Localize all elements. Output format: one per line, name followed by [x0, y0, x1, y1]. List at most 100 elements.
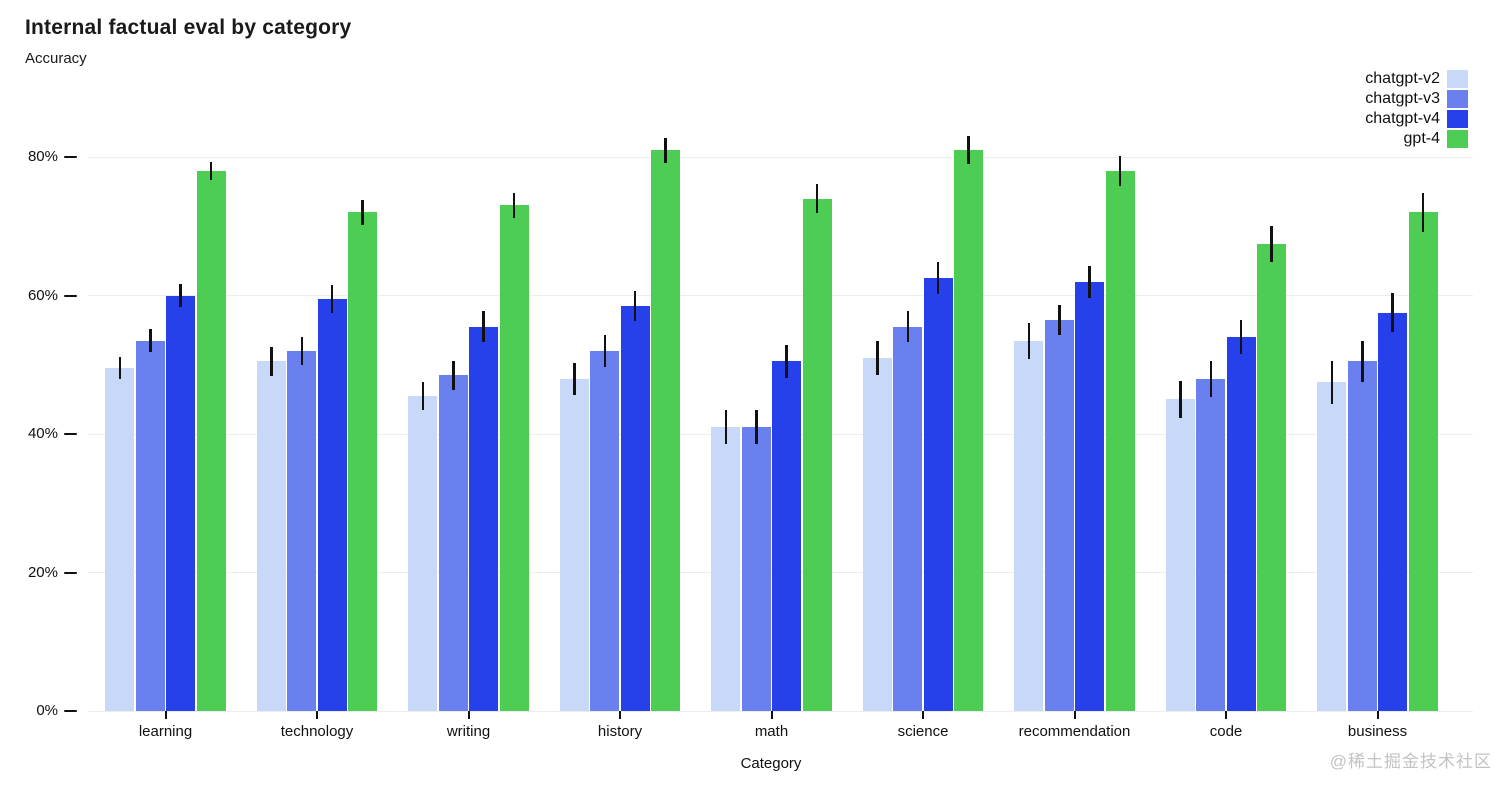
y-axis-tick [64, 571, 77, 574]
x-axis-tick [922, 711, 924, 719]
x-axis-tick [1376, 711, 1379, 719]
gridline [88, 156, 1473, 158]
bar-chatgpt-v4-recommendation [1075, 281, 1105, 711]
bar-gpt-4-learning [196, 170, 226, 711]
legend-swatch [1447, 89, 1468, 108]
error-bar-chatgpt-v2-math [724, 409, 728, 445]
bar-gpt-4-business [1408, 212, 1438, 711]
bar-gpt-4-code [1257, 243, 1287, 711]
x-tick-label-technology: technology [280, 723, 354, 740]
error-bar-chatgpt-v2-learning [118, 357, 122, 380]
error-bar-gpt-4-code [1270, 225, 1273, 262]
bar-chatgpt-v4-history [620, 305, 650, 711]
bar-chatgpt-v2-learning [105, 368, 135, 711]
legend-item-chatgpt-v3: chatgpt-v3 [1365, 89, 1468, 108]
error-bar-chatgpt-v4-math [785, 344, 788, 378]
legend-label: chatgpt-v3 [1365, 90, 1440, 107]
x-axis-tick [770, 711, 773, 719]
error-bar-chatgpt-v3-math [755, 409, 758, 445]
bar-chatgpt-v2-technology [256, 361, 286, 711]
bar-chatgpt-v3-math [741, 427, 771, 711]
legend-item-chatgpt-v2: chatgpt-v2 [1365, 69, 1468, 88]
error-bar-chatgpt-v3-learning [149, 329, 152, 352]
bar-gpt-4-math [802, 198, 832, 711]
error-bar-gpt-4-learning [209, 161, 213, 180]
error-bar-chatgpt-v2-code [1179, 380, 1182, 419]
x-tick-label-code: code [1209, 723, 1243, 740]
x-axis-tick [164, 711, 167, 719]
error-bar-gpt-4-math [815, 184, 819, 214]
error-bar-chatgpt-v4-code [1239, 319, 1243, 355]
y-tick-label: 40% [27, 425, 58, 442]
legend-label: gpt-4 [1403, 130, 1440, 147]
error-bar-chatgpt-v3-code [1209, 360, 1213, 397]
bar-chatgpt-v4-technology [317, 298, 347, 711]
x-tick-label-science: science [897, 723, 949, 740]
bar-chatgpt-v3-history [590, 350, 620, 711]
error-bar-chatgpt-v3-business [1361, 340, 1364, 383]
x-axis-tick [316, 711, 318, 719]
legend: chatgpt-v2 chatgpt-v3 chatgpt-v4 gpt-4 [1365, 69, 1468, 148]
x-tick-label-writing: writing [446, 723, 491, 740]
error-bar-gpt-4-history [664, 137, 667, 163]
bar-chatgpt-v4-code [1226, 337, 1256, 711]
error-bar-chatgpt-v4-business [1391, 293, 1394, 333]
bar-chatgpt-v3-science [893, 326, 923, 711]
bar-chatgpt-v4-learning [166, 295, 196, 711]
x-tick-label-learning: learning [138, 723, 193, 740]
bar-chatgpt-v2-code [1165, 399, 1195, 711]
bar-chatgpt-v2-recommendation [1014, 340, 1044, 711]
error-bar-chatgpt-v3-science [906, 311, 910, 342]
error-bar-chatgpt-v2-business [1330, 360, 1334, 404]
bar-chatgpt-v4-math [772, 361, 802, 711]
legend-label: chatgpt-v4 [1365, 110, 1440, 127]
bar-chatgpt-v4-writing [469, 326, 499, 711]
y-tick-label: 60% [27, 286, 58, 304]
error-bar-chatgpt-v4-recommendation [1088, 265, 1091, 298]
error-bar-gpt-4-writing [512, 193, 516, 218]
y-axis-tick [64, 294, 77, 297]
error-bar-chatgpt-v4-history [633, 290, 637, 322]
bar-chatgpt-v3-code [1196, 378, 1226, 711]
y-tick-label: 20% [27, 563, 58, 581]
y-axis-tick [64, 433, 77, 435]
chart-title: Internal factual eval by category [25, 16, 352, 39]
x-axis-title: Category [740, 755, 802, 772]
y-axis-tick [64, 710, 77, 712]
error-bar-chatgpt-v3-technology [300, 337, 304, 365]
error-bar-gpt-4-recommendation [1118, 155, 1122, 187]
error-bar-gpt-4-technology [361, 199, 364, 225]
error-bar-chatgpt-v3-writing [452, 360, 455, 390]
bar-chatgpt-v3-recommendation [1044, 319, 1074, 711]
bar-gpt-4-recommendation [1105, 170, 1135, 711]
bar-chatgpt-v4-business [1378, 312, 1408, 711]
x-axis-tick [1225, 711, 1227, 719]
x-axis-tick [1073, 711, 1076, 719]
bar-chatgpt-v3-technology [287, 350, 317, 711]
error-bar-chatgpt-v2-science [876, 340, 879, 376]
error-bar-chatgpt-v4-technology [330, 285, 334, 313]
y-tick-label: 80% [27, 148, 58, 165]
legend-label: chatgpt-v2 [1365, 70, 1440, 87]
error-bar-chatgpt-v2-recommendation [1027, 322, 1031, 359]
error-bar-chatgpt-v4-learning [179, 283, 182, 308]
y-tick-label: 0% [36, 702, 58, 719]
legend-item-chatgpt-v4: chatgpt-v4 [1365, 109, 1468, 128]
x-axis-tick [467, 711, 470, 719]
bar-gpt-4-history [651, 150, 681, 711]
bar-chatgpt-v4-science [923, 278, 953, 711]
error-bar-chatgpt-v4-science [936, 262, 940, 295]
bar-gpt-4-technology [348, 212, 378, 711]
bar-chatgpt-v2-history [559, 378, 589, 711]
bar-chatgpt-v3-business [1347, 361, 1377, 711]
bar-chatgpt-v2-science [862, 357, 892, 711]
error-bar-gpt-4-business [1421, 193, 1425, 232]
watermark: @稀土掘金技术社区 [1329, 752, 1492, 771]
y-axis-tick [64, 156, 77, 158]
gridline [88, 710, 1473, 712]
y-axis-title: Accuracy [25, 50, 87, 67]
error-bar-chatgpt-v2-technology [270, 346, 273, 376]
error-bar-gpt-4-science [967, 136, 970, 164]
